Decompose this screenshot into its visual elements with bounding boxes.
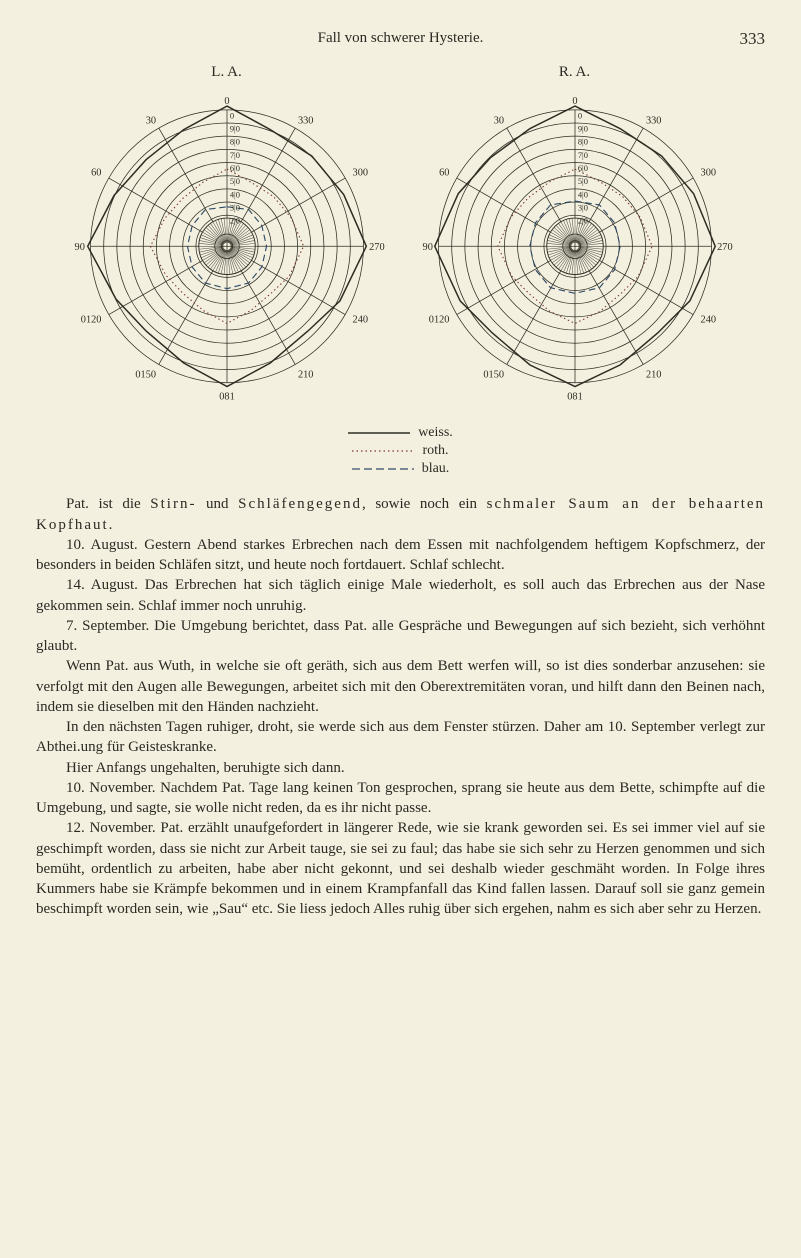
dial-right-wrap: R. A. 0 9|0 8|0 7|0 6|0 5|0 4|0 3|0 2|0 0 30 330 60 3… <box>415 62 735 416</box>
para-8: 10. November. Nachdem Pat. Tage lang kei… <box>36 778 765 819</box>
legend-roth-label: roth. <box>422 442 448 461</box>
svg-text:8|0: 8|0 <box>577 137 587 147</box>
svg-text:2|0: 2|0 <box>229 216 239 226</box>
svg-text:240: 240 <box>352 315 368 326</box>
para-5: Wenn Pat. aus Wuth, in welche sie oft ge… <box>36 656 765 717</box>
svg-text:2|0: 2|0 <box>577 216 587 226</box>
svg-text:9|0: 9|0 <box>229 124 239 134</box>
perimetry-diagrams: L. A. 0 9|0 8|0 7|0 6|0 5|0 4|0 3|0 2|0 0 30 330 60 3… <box>36 62 765 416</box>
legend-blau: blau. <box>36 460 765 478</box>
svg-text:210: 210 <box>297 370 313 381</box>
legend-roth: roth. <box>36 442 765 460</box>
svg-text:5|0: 5|0 <box>577 176 587 186</box>
dial-left: 0 9|0 8|0 7|0 6|0 5|0 4|0 3|0 2|0 0 30 330 60 300 90 27… <box>67 86 387 416</box>
svg-text:0150: 0150 <box>135 370 156 381</box>
legend-dashed-line-icon <box>352 466 414 472</box>
svg-text:3|0: 3|0 <box>577 203 587 213</box>
para-7: Hier Anfangs ungehalten, beruhigte sich … <box>36 758 765 778</box>
para-2: 10. August. Gestern Abend starkes Erbrec… <box>36 535 765 576</box>
svg-text:300: 300 <box>700 168 716 179</box>
svg-text:330: 330 <box>645 116 661 127</box>
dial-right: 0 9|0 8|0 7|0 6|0 5|0 4|0 3|0 2|0 0 30 330 60 300 90 27… <box>415 86 735 416</box>
legend-blau-label: blau. <box>422 460 450 479</box>
svg-text:30: 30 <box>145 116 155 127</box>
svg-text:30: 30 <box>493 116 503 127</box>
svg-text:270: 270 <box>369 242 385 253</box>
svg-text:60: 60 <box>439 168 449 179</box>
svg-text:0120: 0120 <box>428 315 449 326</box>
svg-text:330: 330 <box>297 116 313 127</box>
svg-text:7|0: 7|0 <box>577 150 587 160</box>
legend-weiss: weiss. <box>36 424 765 442</box>
svg-text:60: 60 <box>91 168 101 179</box>
svg-text:8|0: 8|0 <box>229 137 239 147</box>
dial-right-label: R. A. <box>559 62 590 82</box>
para-4: 7. September. Die Umgebung berichtet, da… <box>36 616 765 657</box>
legend: weiss. roth. blau. <box>36 424 765 478</box>
svg-text:9|0: 9|0 <box>577 124 587 134</box>
svg-text:270: 270 <box>717 242 733 253</box>
svg-text:081: 081 <box>567 392 583 403</box>
para-1-em-b: Schläfengegend <box>238 496 362 512</box>
para-1: Pat. ist die Stirn- und Schläfengegend, … <box>36 494 765 535</box>
svg-text:300: 300 <box>352 168 368 179</box>
legend-weiss-label: weiss. <box>418 424 453 443</box>
para-1-em-c: schmaler Saum an der behaarten Kopfhaut <box>36 496 765 532</box>
para-9: 12. November. Pat. erzählt unaufgeforder… <box>36 818 765 919</box>
dial-left-wrap: L. A. 0 9|0 8|0 7|0 6|0 5|0 4|0 3|0 2|0 0 30 330 60 3… <box>67 62 387 416</box>
svg-text:210: 210 <box>645 370 661 381</box>
para-3: 14. August. Das Erbrechen hat sich tägli… <box>36 575 765 616</box>
svg-text:0: 0 <box>229 111 233 121</box>
svg-text:5|0: 5|0 <box>229 176 239 186</box>
svg-text:6|0: 6|0 <box>577 163 587 173</box>
page-number: 333 <box>740 28 766 51</box>
svg-text:081: 081 <box>219 392 235 403</box>
legend-dotted-line-icon <box>352 448 414 454</box>
svg-text:0: 0 <box>577 111 581 121</box>
running-title: Fall von schwerer Hysterie. <box>318 28 484 48</box>
svg-text:7|0: 7|0 <box>229 150 239 160</box>
legend-solid-line-icon <box>348 430 410 436</box>
svg-text:0: 0 <box>224 96 229 107</box>
header: Fall von schwerer Hysterie. 333 <box>36 28 765 52</box>
svg-text:0150: 0150 <box>483 370 504 381</box>
svg-text:4|0: 4|0 <box>229 190 239 200</box>
svg-text:90: 90 <box>422 242 432 253</box>
dial-left-label: L. A. <box>211 62 241 82</box>
svg-text:0120: 0120 <box>80 315 101 326</box>
svg-text:240: 240 <box>700 315 716 326</box>
svg-text:3|0: 3|0 <box>229 203 239 213</box>
svg-text:6|0: 6|0 <box>229 163 239 173</box>
svg-text:4|0: 4|0 <box>577 190 587 200</box>
svg-text:0: 0 <box>572 96 577 107</box>
para-1-em-a: Stirn- <box>150 496 196 512</box>
para-6: In den nächsten Tagen ruhiger, droht, si… <box>36 717 765 758</box>
svg-text:90: 90 <box>74 242 84 253</box>
